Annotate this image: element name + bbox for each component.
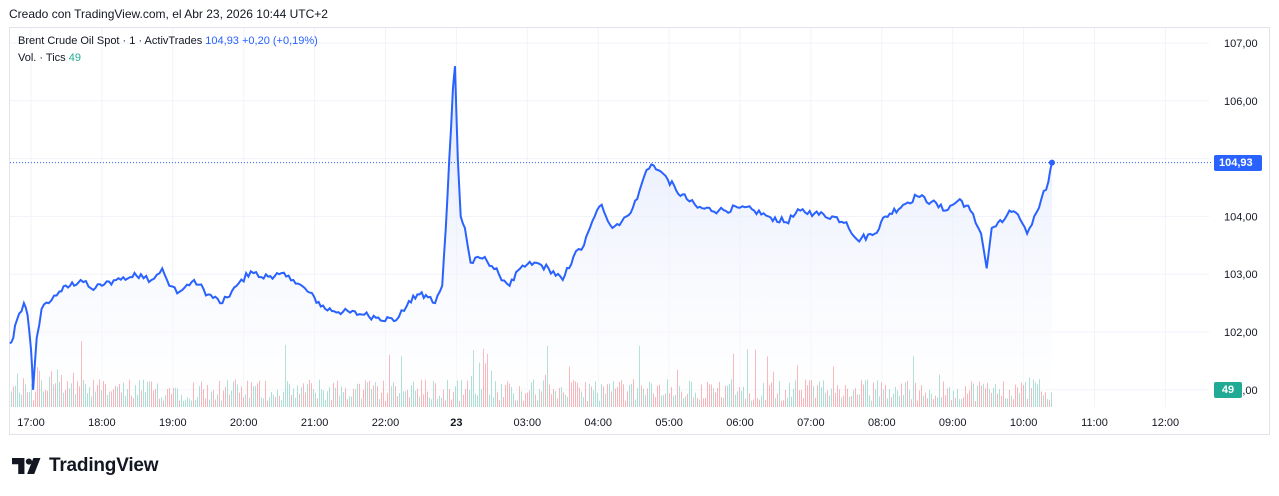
y-axis-ticks: 107,00106,00105,00104,00103,00102,00101,… — [1224, 38, 1258, 397]
tradingview-logo[interactable]: TradingView — [12, 455, 159, 477]
last-price: 104,93 — [205, 35, 239, 47]
chart-frame[interactable] — [9, 27, 1270, 435]
price-line — [9, 66, 1053, 390]
tradingview-logo-icon — [12, 458, 41, 474]
x-tick-label: 09:00 — [939, 417, 967, 429]
x-tick-label: 20:00 — [230, 417, 258, 429]
x-axis-ticks: 17:00 18:00 19:00 20:00 21:00 22:00 23 03:00 04:… — [17, 417, 1179, 429]
volume-value: 49 — [68, 52, 81, 64]
x-tick-label: 04:00 — [584, 417, 612, 429]
x-tick-label: 18:00 — [88, 417, 116, 429]
x-tick-label: 21:00 — [301, 417, 329, 429]
volume-label: Vol. · Tics — [18, 52, 66, 64]
brand-name: TradingView — [49, 455, 159, 476]
last-price-dot — [1048, 159, 1055, 166]
price-axis-badge: 104,93 — [1214, 155, 1262, 171]
x-tick-label: 12:00 — [1152, 417, 1180, 429]
price-change: +0,20 (+0,19%) — [242, 35, 318, 47]
price-area — [10, 66, 1052, 407]
legend-line-price[interactable]: Brent Crude Oil Spot · 1 · ActivTrades 1… — [18, 35, 318, 47]
symbol-label: Brent Crude Oil Spot · 1 · ActivTrades — [18, 35, 203, 47]
chart-caption: Creado con TradingView.com, el Abr 23, 2… — [9, 7, 328, 21]
x-tick-label: 07:00 — [797, 417, 825, 429]
volume-axis-badge: 49 — [1214, 382, 1242, 398]
x-tick-label: 17:00 — [17, 417, 45, 429]
y-tick-label: 107,00 — [1224, 38, 1258, 50]
legend-line-volume[interactable]: Vol. · Tics 49 — [18, 52, 81, 64]
x-tick-label: 19:00 — [159, 417, 187, 429]
x-tick-label: 08:00 — [868, 417, 896, 429]
x-tick-label: 23 — [450, 417, 462, 429]
x-tick-label: 03:00 — [514, 417, 542, 429]
y-tick-label: 104,00 — [1224, 211, 1258, 223]
y-tick-label: 106,00 — [1224, 96, 1258, 108]
x-tick-label: 11:00 — [1081, 417, 1108, 429]
y-tick-label: 102,00 — [1224, 327, 1258, 339]
x-tick-label: 05:00 — [655, 417, 683, 429]
y-tick-label: 103,00 — [1224, 269, 1258, 281]
x-tick-label: 10:00 — [1010, 417, 1038, 429]
x-tick-label: 22:00 — [372, 417, 400, 429]
x-tick-label: 06:00 — [726, 417, 754, 429]
